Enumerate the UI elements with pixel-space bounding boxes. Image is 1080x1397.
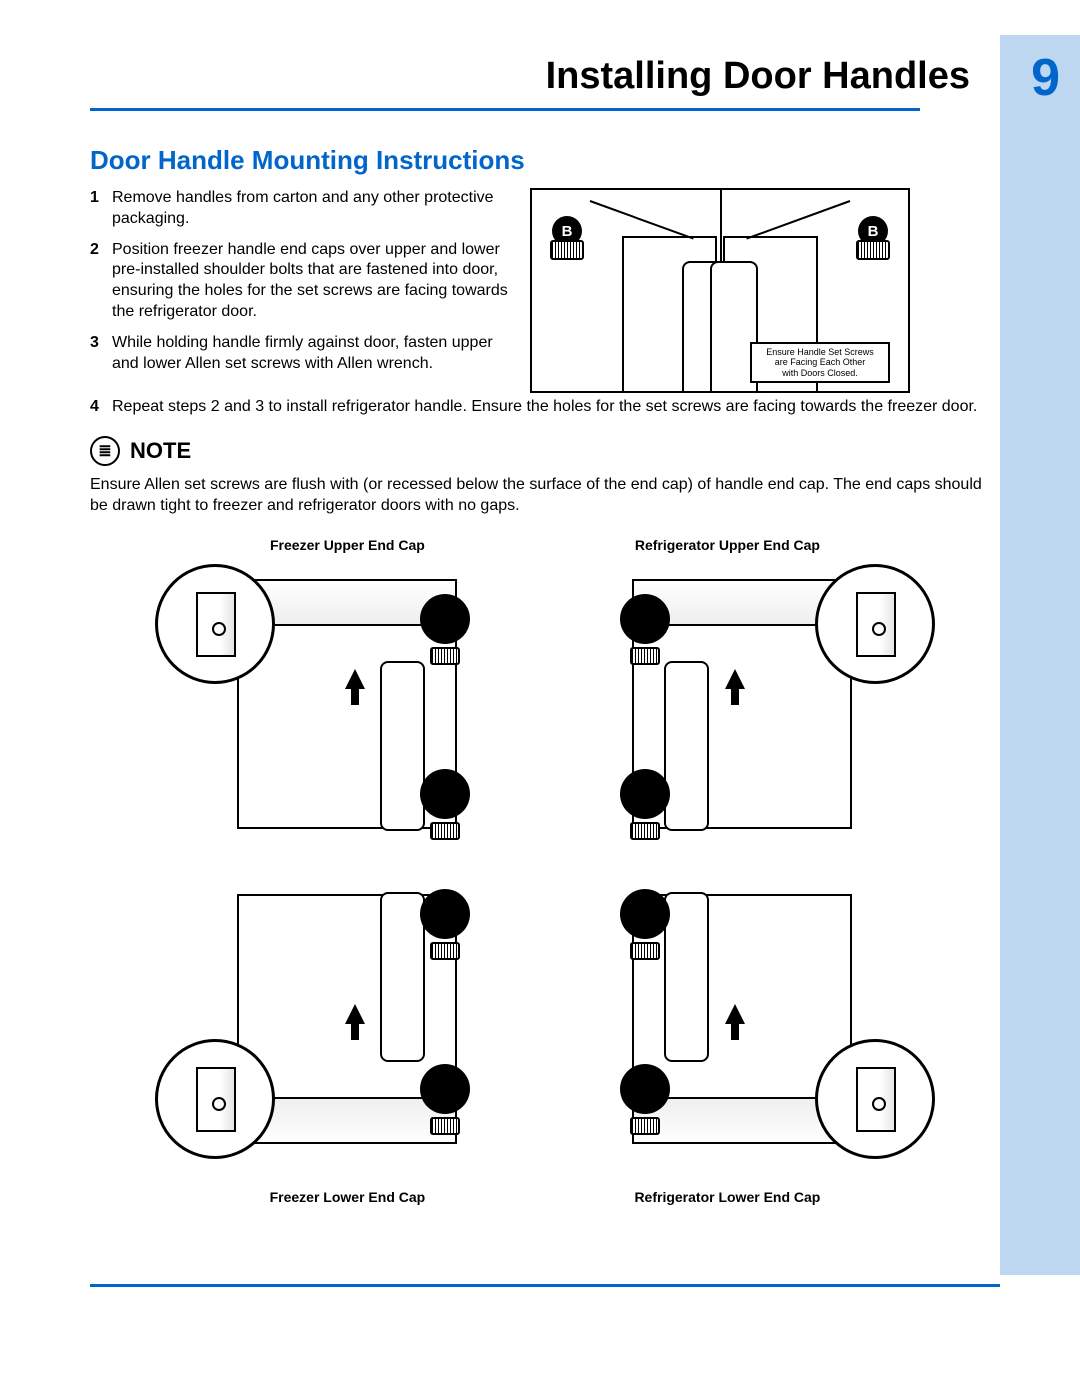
note-text: Ensure Allen set screws are flush with (…	[90, 474, 1000, 517]
fig-label-bottom-right: Refrigerator Lower End Cap	[634, 1189, 820, 1205]
step-text: Remove handles from carton and any other…	[112, 188, 510, 230]
diagram-note-line2: are Facing Each Other	[754, 357, 886, 367]
panel-refrigerator-lower	[560, 874, 925, 1164]
step-text: Repeat steps 2 and 3 to install refriger…	[112, 397, 1000, 418]
fig-label-top-left: Freezer Upper End Cap	[270, 537, 425, 553]
handle-shaft	[380, 661, 425, 831]
figure-labels-top: Freezer Upper End Cap Refrigerator Upper…	[165, 537, 925, 553]
arrow-icon	[725, 669, 745, 689]
note-header: ≣ NOTE	[90, 436, 1000, 466]
step-2: 2 Position freezer handle end caps over …	[90, 240, 510, 323]
footer-rule	[90, 1284, 1000, 1287]
note-icon: ≣	[90, 436, 120, 466]
step-number: 1	[90, 188, 112, 230]
section-title: Door Handle Mounting Instructions	[90, 145, 1000, 176]
content-area: Door Handle Mounting Instructions B B En…	[90, 145, 1000, 1211]
figure-grid: Freezer Upper End Cap Refrigerator Upper…	[165, 537, 925, 1205]
note-block: ≣ NOTE Ensure Allen set screws are flush…	[90, 436, 1000, 517]
lens-detail	[856, 1067, 896, 1132]
top-diagram: B B Ensure Handle Set Screws are Facing …	[530, 188, 910, 393]
badge-bottom	[620, 1064, 670, 1114]
figure-row-bottom	[165, 874, 925, 1164]
lens-detail	[856, 592, 896, 657]
note-title: NOTE	[130, 438, 191, 464]
zoom-lens	[155, 564, 275, 684]
diagram-pointer-left	[590, 200, 694, 240]
handle-shaft	[664, 892, 709, 1062]
step-1: 1 Remove handles from carton and any oth…	[90, 188, 510, 230]
diagram-screw-right	[856, 240, 890, 260]
badge-bottom	[420, 769, 470, 819]
step-number: 3	[90, 333, 112, 375]
zoom-lens	[815, 1039, 935, 1159]
diagram-note-box: Ensure Handle Set Screws are Facing Each…	[750, 342, 890, 383]
screw-icon	[430, 647, 460, 665]
panel-freezer-lower	[165, 874, 530, 1164]
screw-icon	[430, 822, 460, 840]
badge-bottom	[420, 1064, 470, 1114]
fig-label-top-right: Refrigerator Upper End Cap	[635, 537, 820, 553]
step-text: While holding handle firmly against door…	[112, 333, 510, 375]
panel-refrigerator-upper	[560, 559, 925, 849]
page-title: Installing Door Handles	[546, 55, 970, 98]
page-number: 9	[1031, 48, 1060, 108]
screw-icon	[630, 942, 660, 960]
diagram-pointer-right	[746, 200, 850, 240]
badge-top	[420, 594, 470, 644]
diagram-note-line3: with Doors Closed.	[754, 368, 886, 378]
badge-top	[420, 889, 470, 939]
screw-icon	[430, 942, 460, 960]
fig-label-bottom-left: Freezer Lower End Cap	[270, 1189, 426, 1205]
step-number: 2	[90, 240, 112, 323]
handle-shaft	[380, 892, 425, 1062]
step-3: 3 While holding handle firmly against do…	[90, 333, 510, 375]
badge-bottom	[620, 769, 670, 819]
panel-freezer-upper	[165, 559, 530, 849]
header-rule	[90, 108, 920, 111]
screw-icon	[630, 822, 660, 840]
screw-icon	[630, 647, 660, 665]
step-text: Position freezer handle end caps over up…	[112, 240, 510, 323]
diagram-screw-left	[550, 240, 584, 260]
screw-icon	[430, 1117, 460, 1135]
arrow-icon	[725, 1004, 745, 1024]
badge-top	[620, 889, 670, 939]
figure-row-top	[165, 559, 925, 849]
arrow-icon	[345, 669, 365, 689]
lens-detail	[196, 592, 236, 657]
zoom-lens	[155, 1039, 275, 1159]
diagram-note-line1: Ensure Handle Set Screws	[754, 347, 886, 357]
handle-shaft	[664, 661, 709, 831]
figure-labels-bottom: Freezer Lower End Cap Refrigerator Lower…	[165, 1189, 925, 1205]
arrow-icon	[345, 1004, 365, 1024]
screw-icon	[630, 1117, 660, 1135]
zoom-lens	[815, 564, 935, 684]
step-4: 4 Repeat steps 2 and 3 to install refrig…	[90, 393, 1000, 418]
step-number: 4	[90, 397, 112, 418]
steps-column: 1 Remove handles from carton and any oth…	[90, 188, 510, 384]
lens-detail	[196, 1067, 236, 1132]
page-tab	[1000, 35, 1080, 1275]
badge-top	[620, 594, 670, 644]
